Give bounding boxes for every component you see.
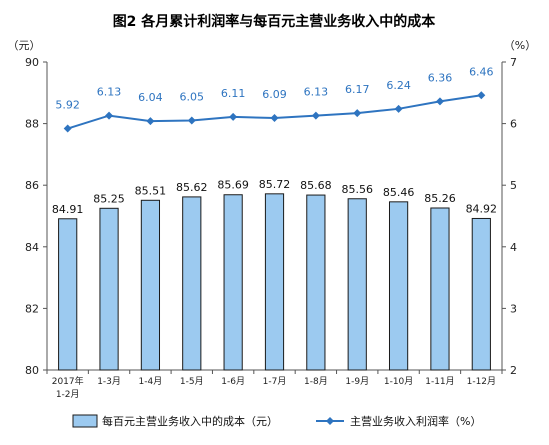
right-axis-tick-label: 3 bbox=[510, 302, 517, 315]
chart-title: 图2 各月累计利润率与每百元主营业务收入中的成本 bbox=[113, 13, 437, 30]
line-data-label: 6.13 bbox=[304, 86, 329, 99]
bar bbox=[388, 201, 409, 371]
x-axis-tick-label: 1-12月 bbox=[467, 376, 496, 387]
bar bbox=[306, 194, 326, 371]
line-data-label: 6.17 bbox=[345, 83, 370, 96]
bar-data-label: 85.69 bbox=[217, 179, 249, 192]
bar bbox=[264, 193, 285, 371]
bar-data-label: 84.92 bbox=[466, 202, 498, 215]
bar bbox=[223, 194, 243, 371]
line-point bbox=[187, 116, 196, 125]
bar bbox=[471, 217, 491, 371]
line-point bbox=[146, 117, 155, 126]
legend-label-line: 主营业务收入利润率（%） bbox=[350, 414, 481, 428]
bar-data-label: 85.25 bbox=[93, 192, 125, 205]
bar-data-label: 85.62 bbox=[176, 181, 208, 194]
line-point bbox=[229, 112, 238, 121]
line-point bbox=[270, 114, 279, 123]
line-point bbox=[63, 124, 72, 133]
bar bbox=[182, 196, 202, 371]
left-axis-tick-label: 80 bbox=[25, 364, 39, 377]
x-axis-tick-label: 1-8月 bbox=[304, 376, 328, 387]
line-data-label: 5.92 bbox=[55, 99, 80, 112]
line-data-label: 6.13 bbox=[97, 86, 122, 99]
left-axis-tick-label: 84 bbox=[25, 241, 39, 254]
bar-data-label: 85.56 bbox=[341, 183, 373, 196]
line-data-label: 6.24 bbox=[386, 79, 411, 92]
x-axis-tick-label: 2017年 bbox=[52, 375, 84, 387]
bar bbox=[430, 207, 450, 371]
line-point bbox=[353, 109, 362, 118]
left-axis-tick-label: 90 bbox=[25, 56, 39, 69]
left-axis-unit: （元） bbox=[8, 39, 41, 52]
right-axis-tick-label: 7 bbox=[510, 56, 517, 69]
left-axis-tick-label: 86 bbox=[25, 179, 39, 192]
left-axis-tick-label: 88 bbox=[25, 118, 39, 131]
legend-swatch-bar bbox=[72, 414, 98, 428]
right-axis-unit: （%） bbox=[504, 39, 536, 52]
x-axis-tick-label: 1-6月 bbox=[221, 376, 245, 387]
line-data-label: 6.05 bbox=[180, 91, 205, 104]
x-axis-tick-label: 1-10月 bbox=[384, 376, 413, 387]
right-axis-tick-label: 4 bbox=[510, 241, 517, 254]
legend-label-bar: 每百元主营业务收入中的成本（元） bbox=[102, 414, 278, 428]
bar-data-label: 85.72 bbox=[259, 178, 291, 191]
x-axis-tick-label: 1-5月 bbox=[180, 376, 204, 387]
x-axis-tick-label: 1-4月 bbox=[139, 376, 163, 387]
x-axis-tick-label: 1-3月 bbox=[97, 376, 121, 387]
bar-data-label: 85.26 bbox=[424, 192, 456, 205]
bar bbox=[58, 218, 78, 371]
x-axis-tick-label: 1-7月 bbox=[263, 376, 287, 387]
line-data-label: 6.04 bbox=[138, 91, 163, 104]
right-axis-tick-label: 2 bbox=[510, 364, 517, 377]
bar-data-label: 85.68 bbox=[300, 179, 332, 192]
bar-data-label: 85.46 bbox=[383, 186, 415, 199]
line-data-label: 6.09 bbox=[262, 88, 287, 101]
right-axis-tick-label: 5 bbox=[510, 179, 517, 192]
x-axis-tick-label: 1-11月 bbox=[425, 376, 454, 387]
line-point bbox=[311, 111, 320, 120]
x-axis-tick-label: 1-9月 bbox=[345, 376, 369, 387]
line-data-label: 6.46 bbox=[469, 65, 494, 78]
legend-swatch-marker bbox=[326, 417, 334, 425]
bar bbox=[140, 199, 161, 371]
bar bbox=[347, 198, 367, 371]
line-data-label: 6.36 bbox=[428, 71, 453, 84]
legend: 每百元主营业务收入中的成本（元） 主营业务收入利润率（%） bbox=[72, 414, 481, 428]
plot-area: 80 82 84 86 88 90 2 3 4 5 6 7 2017年 1-2月 1-3月 1-4月 1-5月 1… bbox=[25, 56, 517, 400]
left-axis-tick-label: 82 bbox=[25, 302, 39, 315]
bar-data-label: 85.51 bbox=[135, 184, 167, 197]
line-point bbox=[105, 111, 114, 120]
bar-data-label: 84.91 bbox=[52, 203, 84, 216]
line-data-label: 6.11 bbox=[221, 87, 246, 100]
x-axis-tick-label: 1-2月 bbox=[56, 389, 80, 400]
right-axis-tick-label: 6 bbox=[510, 118, 517, 131]
line-point bbox=[477, 91, 486, 100]
line-point bbox=[394, 104, 403, 113]
line-point bbox=[435, 97, 444, 106]
bar bbox=[99, 207, 119, 371]
